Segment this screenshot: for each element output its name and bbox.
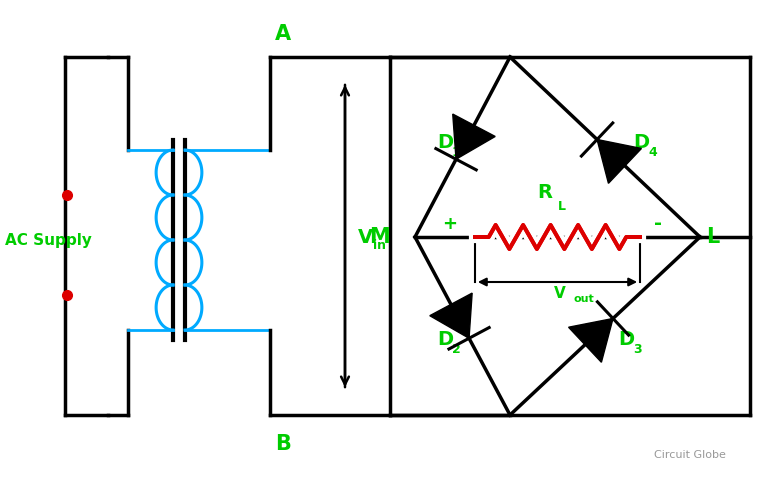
Text: D: D — [437, 330, 453, 349]
Text: V: V — [554, 286, 565, 301]
Text: B: B — [275, 434, 291, 454]
Polygon shape — [597, 139, 642, 183]
Text: L: L — [706, 227, 719, 247]
Polygon shape — [568, 319, 613, 362]
Text: D: D — [618, 330, 634, 349]
Text: A: A — [275, 24, 291, 44]
Text: 1: 1 — [452, 146, 461, 159]
Text: Circuit Globe: Circuit Globe — [654, 450, 726, 460]
Text: 3: 3 — [633, 343, 642, 356]
Text: -: - — [654, 214, 662, 233]
Text: R: R — [537, 183, 552, 202]
Polygon shape — [453, 114, 495, 159]
Text: AC Supply: AC Supply — [5, 232, 92, 248]
Text: D: D — [437, 133, 453, 152]
Text: M: M — [370, 227, 390, 247]
Text: out: out — [574, 294, 594, 304]
Text: 4: 4 — [648, 146, 657, 159]
Polygon shape — [430, 293, 472, 338]
Text: D: D — [633, 133, 649, 152]
Text: in: in — [373, 239, 386, 251]
Text: V: V — [358, 228, 373, 247]
Text: +: + — [443, 215, 457, 233]
Text: L: L — [558, 199, 566, 213]
Text: 2: 2 — [452, 343, 461, 356]
